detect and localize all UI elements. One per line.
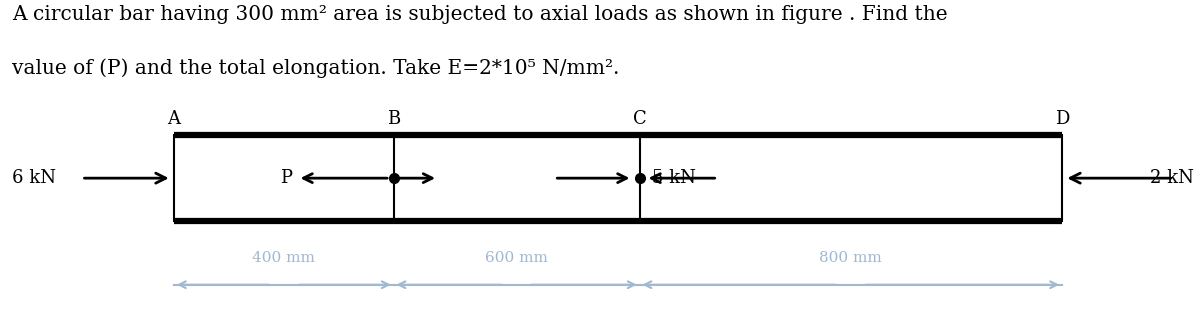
Text: 5 kN: 5 kN (652, 169, 696, 187)
Text: B: B (386, 110, 401, 128)
Text: 2 kN: 2 kN (1150, 169, 1194, 187)
Text: 400 mm: 400 mm (252, 251, 316, 265)
Text: A: A (168, 110, 180, 128)
Text: D: D (1055, 110, 1069, 128)
Text: P: P (280, 169, 292, 187)
Text: C: C (632, 110, 647, 128)
Text: value of (P) and the total elongation. Take E=2*10⁵ N/mm².: value of (P) and the total elongation. T… (12, 58, 619, 78)
Text: 800 mm: 800 mm (820, 251, 882, 265)
Text: 6 kN: 6 kN (12, 169, 56, 187)
Text: 600 mm: 600 mm (485, 251, 548, 265)
Text: A circular bar having 300 mm² area is subjected to axial loads as shown in figur: A circular bar having 300 mm² area is su… (12, 5, 948, 24)
